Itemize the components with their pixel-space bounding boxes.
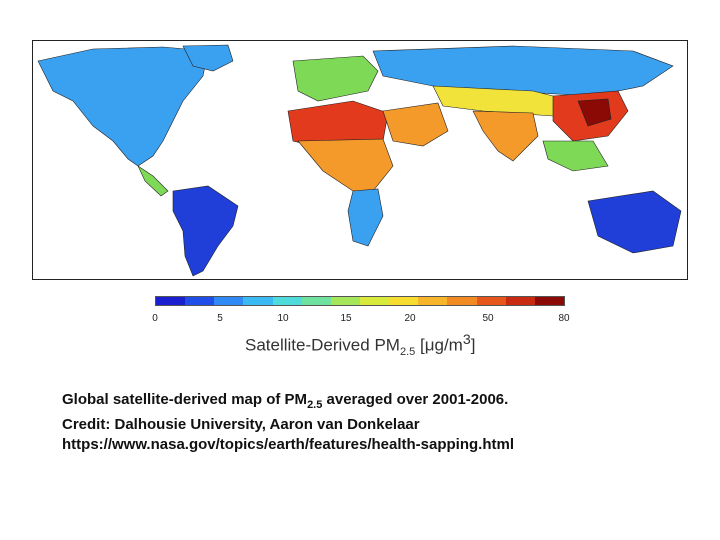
colorbar-title-superscript: 3	[462, 332, 471, 348]
colorbar-gradient	[155, 296, 565, 306]
south-asia-landmass	[472, 110, 539, 162]
colorbar-segment	[243, 297, 273, 305]
caption-line-2: Credit: Dalhousie University, Aaron van …	[62, 416, 420, 433]
colorbar-tick-label: 15	[340, 313, 352, 324]
colorbar-segment	[389, 297, 419, 305]
colorbar-segment	[156, 297, 186, 305]
caption-text: averaged over 2001-2006.	[322, 391, 509, 408]
colorbar-segment	[505, 297, 535, 305]
caption-line-3: https://www.nasa.gov/topics/earth/featur…	[62, 436, 515, 453]
southern-africa-landmass	[347, 188, 384, 247]
colorbar-tick-label: 50	[482, 313, 494, 324]
northern-asia-landmass	[372, 45, 674, 97]
colorbar-segment	[476, 297, 506, 305]
europe-landmass	[292, 55, 379, 102]
colorbar-segment	[214, 297, 244, 305]
colorbar-segment	[359, 297, 390, 305]
colorbar-segment	[418, 297, 448, 305]
colorbar-segment	[447, 297, 477, 305]
colorbar-segment	[301, 297, 331, 305]
north-america-landmass	[37, 46, 209, 167]
colorbar-segment	[330, 297, 360, 305]
colorbar-title-unit: [μg/m	[419, 335, 463, 355]
caption-subscript: 2.5	[307, 399, 323, 411]
southeast-asia-landmass	[542, 140, 609, 172]
australia-landmass	[587, 190, 682, 254]
colorbar-tick-label: 0	[152, 313, 158, 324]
colorbar-title-subscript: 2.5	[399, 346, 416, 359]
colorbar-title: Satellite-Derived PM2.5 [μg/m3]	[245, 332, 475, 358]
colorbar-tick-label: 20	[404, 313, 416, 324]
colorbar-segment	[185, 297, 215, 305]
colorbar-segment	[534, 297, 564, 305]
colorbar-title-main: Satellite-Derived PM	[245, 335, 400, 355]
south-america-landmass	[172, 185, 239, 277]
colorbar-tick-label: 10	[277, 313, 289, 324]
colorbar-segment	[272, 297, 302, 305]
caption-text: Global satellite-derived map of PM	[62, 391, 308, 408]
central-america-landmass	[137, 165, 169, 197]
colorbar-tick-label: 80	[558, 313, 570, 324]
caption-line-1: Global satellite-derived map of PM2.5 av…	[62, 390, 514, 415]
pm25-colorbar: 0 5 10 15 20 50 80 Satellite-Derived PM2…	[150, 296, 570, 358]
figure-caption: Global satellite-derived map of PM2.5 av…	[62, 390, 514, 455]
middle-east-landmass	[382, 102, 449, 147]
greenland-landmass	[182, 44, 234, 72]
pm25-world-map	[32, 40, 688, 280]
world-map-image	[37, 44, 682, 277]
east-asia-hotspot	[577, 98, 612, 127]
central-africa-landmass	[297, 138, 394, 192]
colorbar-tick-label: 5	[217, 313, 223, 324]
colorbar-title-close: ]	[470, 335, 476, 355]
